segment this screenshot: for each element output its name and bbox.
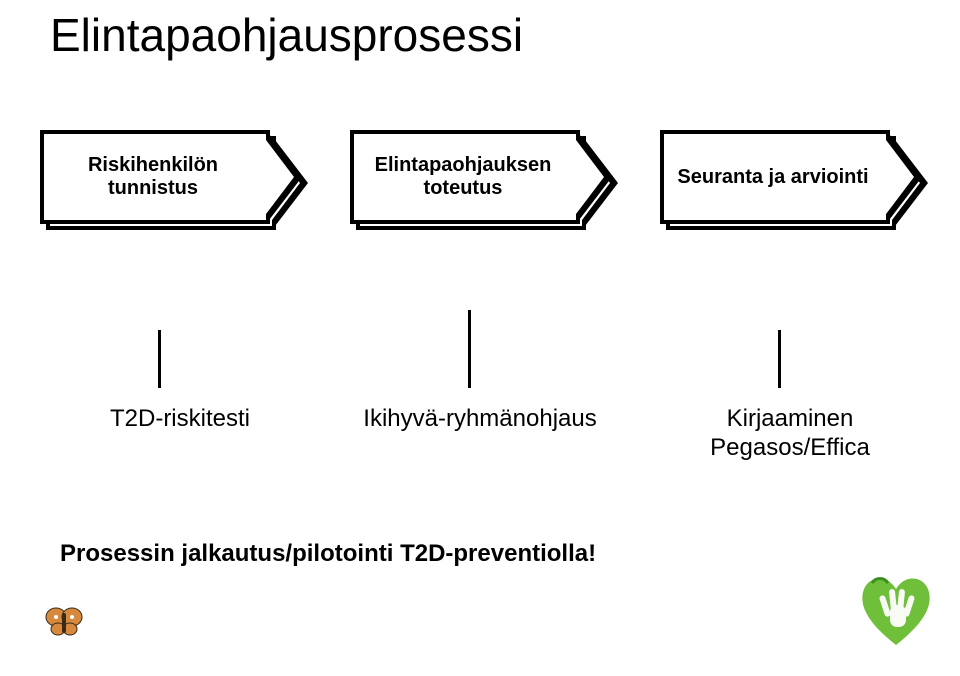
bottom-note: Prosessin jalkautus/pilotointi T2D-preve… bbox=[60, 540, 596, 568]
heart-hand-icon bbox=[852, 565, 940, 653]
connector-1 bbox=[158, 330, 161, 388]
process-box-2: Elintapaohjauksen toteutus bbox=[350, 130, 610, 230]
page: Elintapaohjausprosessi Riskihenkilön tun… bbox=[0, 0, 960, 676]
label-t2d-riskitesti: T2D-riskitesti bbox=[80, 405, 280, 434]
connector-3 bbox=[778, 330, 781, 388]
butterfly-icon bbox=[42, 605, 86, 639]
process-box-3: Seuranta ja arviointi bbox=[660, 130, 920, 230]
connector-2 bbox=[468, 310, 471, 388]
page-title: Elintapaohjausprosessi bbox=[50, 8, 523, 62]
process-box-3-label: Seuranta ja arviointi bbox=[664, 166, 886, 189]
process-box-2-label: Elintapaohjauksen toteutus bbox=[354, 154, 576, 200]
process-box-1: Riskihenkilön tunnistus bbox=[40, 130, 300, 230]
label-ikihyva: Ikihyvä-ryhmänohjaus bbox=[340, 405, 620, 434]
label-kirjaaminen: Kirjaaminen Pegasos/Effica bbox=[690, 405, 890, 463]
process-box-1-label: Riskihenkilön tunnistus bbox=[44, 154, 266, 200]
